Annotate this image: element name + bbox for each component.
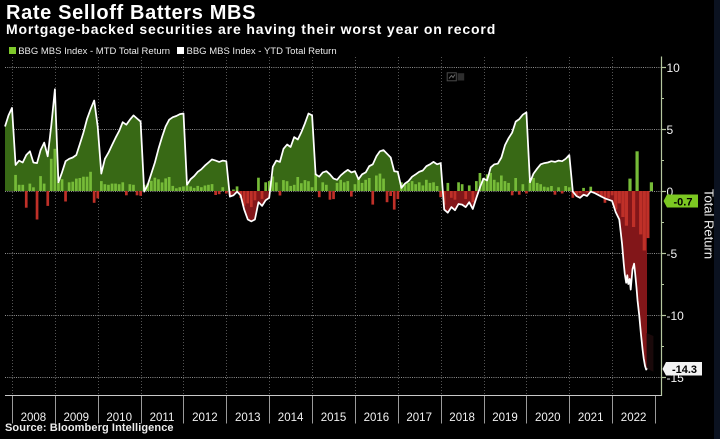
svg-text:2013: 2013	[235, 412, 261, 424]
svg-text:2010: 2010	[106, 412, 132, 424]
svg-text:2016: 2016	[364, 412, 390, 424]
svg-text:5: 5	[667, 123, 674, 137]
svg-text:2008: 2008	[21, 412, 47, 424]
svg-text:2011: 2011	[150, 412, 175, 424]
svg-text:2012: 2012	[192, 412, 218, 424]
svg-text:-10: -10	[667, 309, 685, 323]
svg-text:10: 10	[667, 61, 681, 75]
svg-text:-14.3: -14.3	[672, 364, 697, 376]
svg-text:2018: 2018	[449, 412, 475, 424]
svg-text:2015: 2015	[321, 412, 347, 424]
svg-text:2022: 2022	[621, 412, 647, 424]
svg-text:Total Return: Total Return	[702, 189, 717, 259]
svg-text:2014: 2014	[278, 412, 304, 424]
svg-text:2009: 2009	[64, 412, 90, 424]
svg-text:2017: 2017	[406, 412, 432, 424]
svg-text:2020: 2020	[535, 412, 561, 424]
svg-text:2019: 2019	[492, 412, 518, 424]
svg-text:-0.7: -0.7	[674, 196, 693, 208]
svg-text:2021: 2021	[578, 412, 604, 424]
svg-text:0: 0	[667, 185, 674, 199]
svg-text:-5: -5	[667, 247, 678, 261]
